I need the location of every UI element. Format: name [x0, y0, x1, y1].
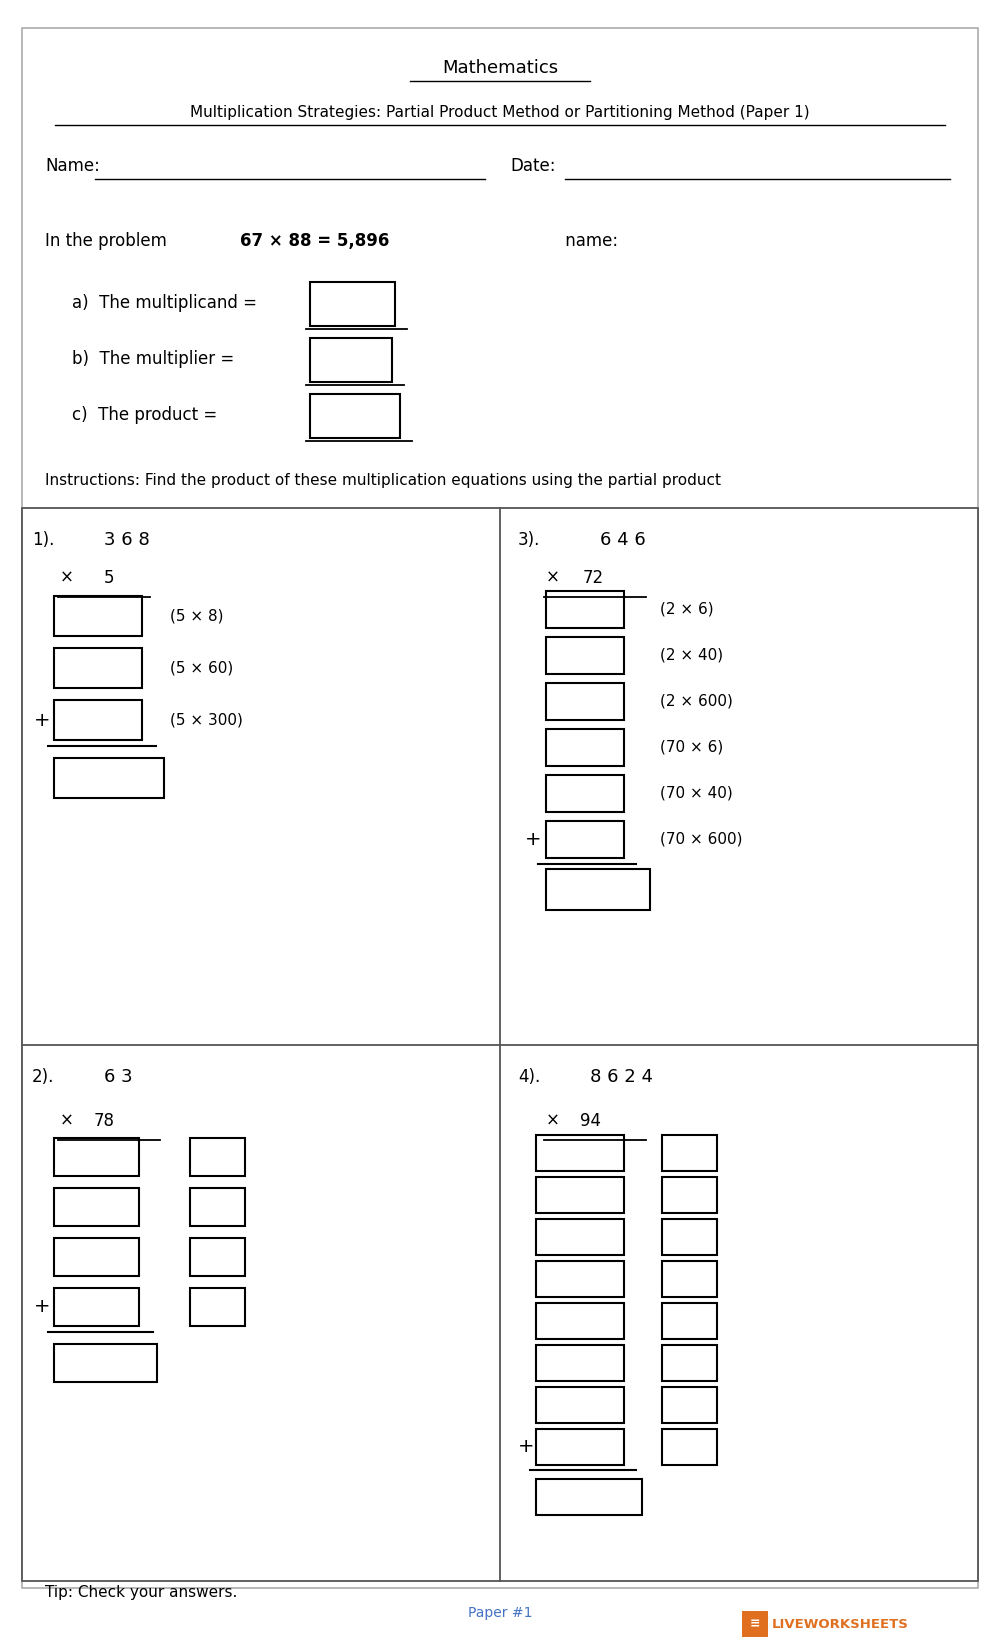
Bar — [310, 394, 400, 439]
Bar — [546, 637, 624, 674]
Text: 2).: 2). — [32, 1068, 54, 1086]
Text: Instructions: Find the product of these multiplication equations using the parti: Instructions: Find the product of these … — [45, 473, 721, 488]
Bar — [190, 1137, 245, 1175]
Bar — [662, 1344, 717, 1380]
Text: +: + — [34, 1296, 50, 1316]
Bar — [546, 869, 650, 910]
Bar — [536, 1387, 624, 1423]
Bar — [54, 1137, 139, 1175]
Bar — [190, 1288, 245, 1326]
Text: (5 × 60): (5 × 60) — [170, 660, 233, 675]
Text: 6 4 6: 6 4 6 — [600, 531, 646, 549]
Text: 67 × 88 = 5,896: 67 × 88 = 5,896 — [240, 232, 389, 250]
Text: ×: × — [546, 1112, 560, 1129]
Bar — [536, 1428, 624, 1464]
Text: name:: name: — [560, 232, 618, 250]
Bar — [54, 700, 142, 739]
Bar — [536, 1176, 624, 1213]
Bar — [54, 596, 142, 636]
Text: (2 × 6): (2 × 6) — [660, 601, 714, 618]
Text: 72: 72 — [583, 568, 604, 587]
Text: Mathematics: Mathematics — [442, 59, 558, 77]
Bar — [536, 1303, 624, 1339]
Text: 3 6 8: 3 6 8 — [104, 531, 150, 549]
Bar — [546, 683, 624, 720]
Text: (5 × 8): (5 × 8) — [170, 608, 224, 623]
Bar — [662, 1428, 717, 1464]
Bar — [662, 1135, 717, 1170]
Bar — [662, 1176, 717, 1213]
Text: (2 × 40): (2 × 40) — [660, 647, 723, 664]
Bar — [536, 1260, 624, 1296]
Text: c)  The product =: c) The product = — [72, 406, 217, 424]
Text: (5 × 300): (5 × 300) — [170, 713, 243, 728]
Bar — [662, 1387, 717, 1423]
Text: Name:: Name: — [45, 158, 100, 176]
Text: 8 6 2 4: 8 6 2 4 — [590, 1068, 653, 1086]
Bar — [536, 1479, 642, 1515]
Text: 94: 94 — [580, 1112, 601, 1129]
Text: Tip: Check your answers.: Tip: Check your answers. — [45, 1585, 237, 1600]
Text: +: + — [525, 830, 542, 849]
Bar — [190, 1237, 245, 1275]
Text: (70 × 40): (70 × 40) — [660, 785, 733, 802]
Bar — [310, 338, 392, 383]
Bar — [546, 775, 624, 812]
Text: (2 × 600): (2 × 600) — [660, 693, 733, 710]
Text: Date:: Date: — [510, 158, 556, 176]
Bar — [54, 1288, 139, 1326]
Text: (70 × 600): (70 × 600) — [660, 831, 742, 848]
Bar — [54, 1188, 139, 1226]
Bar — [310, 283, 395, 325]
Text: 78: 78 — [94, 1112, 115, 1129]
Bar — [536, 1219, 624, 1255]
Text: ≡: ≡ — [750, 1617, 760, 1630]
Bar — [54, 757, 164, 798]
Text: 5: 5 — [104, 568, 114, 587]
Bar — [54, 1237, 139, 1275]
Text: In the problem: In the problem — [45, 232, 172, 250]
Text: 6 3: 6 3 — [104, 1068, 133, 1086]
Text: 4).: 4). — [518, 1068, 540, 1086]
Text: ×: × — [60, 568, 74, 587]
Text: Paper #1: Paper #1 — [468, 1605, 532, 1620]
FancyBboxPatch shape — [742, 1612, 768, 1636]
Text: LIVEWORKSHEETS: LIVEWORKSHEETS — [772, 1617, 909, 1630]
Bar — [546, 822, 624, 858]
Bar — [190, 1188, 245, 1226]
Text: b)  The multiplier =: b) The multiplier = — [72, 350, 234, 368]
Text: +: + — [518, 1438, 534, 1456]
Text: 1).: 1). — [32, 531, 54, 549]
Bar — [536, 1135, 624, 1170]
Bar — [54, 647, 142, 688]
Bar — [662, 1260, 717, 1296]
Bar — [22, 508, 978, 1581]
Text: ×: × — [546, 568, 560, 587]
Text: Multiplication Strategies: Partial Product Method or Partitioning Method (Paper : Multiplication Strategies: Partial Produ… — [190, 105, 810, 120]
Bar — [536, 1344, 624, 1380]
Text: a)  The multiplicand =: a) The multiplicand = — [72, 294, 257, 312]
Bar — [662, 1303, 717, 1339]
Text: (70 × 6): (70 × 6) — [660, 739, 723, 756]
Text: 3).: 3). — [518, 531, 540, 549]
Bar — [546, 729, 624, 766]
Bar — [662, 1219, 717, 1255]
Bar — [54, 1344, 157, 1382]
Text: +: + — [34, 710, 50, 729]
Bar — [546, 591, 624, 628]
Text: ×: × — [60, 1112, 74, 1129]
